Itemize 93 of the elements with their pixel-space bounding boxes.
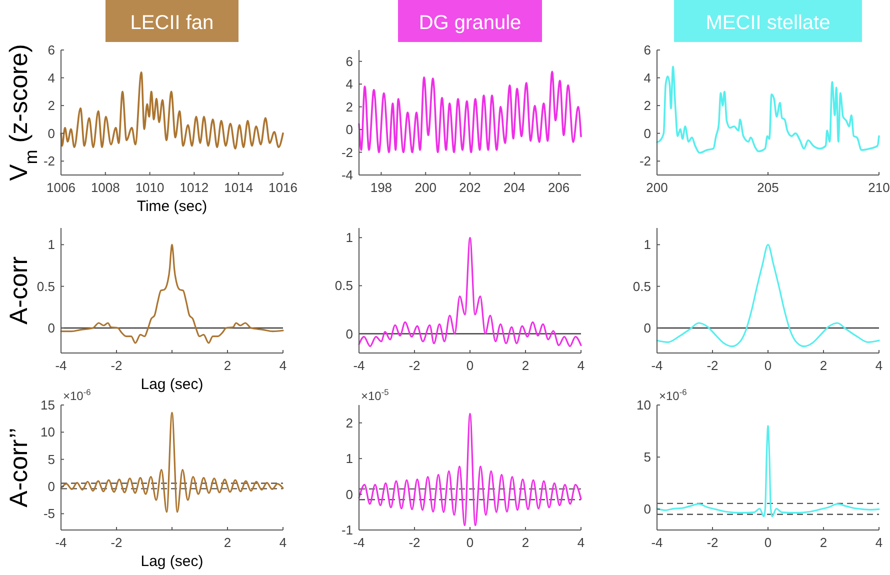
x-tick-label: 1016 <box>268 180 298 195</box>
x-tick-label: 2 <box>522 535 530 550</box>
x-tick-label: 1010 <box>135 180 164 195</box>
y-tick-label: 6 <box>346 54 353 69</box>
y-tick-label: 2 <box>644 98 651 114</box>
x-tick-label: 204 <box>504 180 526 195</box>
x-tick-label: 200 <box>414 180 436 195</box>
chart-title: MECII stellate <box>706 12 830 34</box>
x-tick-label: -2 <box>706 358 718 373</box>
y-tick-label: 6 <box>644 42 651 58</box>
line-series <box>358 412 582 526</box>
x-tick-label: -2 <box>408 535 420 550</box>
x-tick-label: 4 <box>279 535 287 550</box>
text: ×10$^{-6}$ <box>63 387 92 403</box>
x-tick-label: -2 <box>110 535 122 550</box>
y-tick-label: 0 <box>644 502 651 517</box>
y-tick-label: 5 <box>644 450 651 465</box>
y-tick-label: 0 <box>644 126 651 141</box>
line-series <box>60 244 284 344</box>
x-tick-label: 2 <box>224 358 232 373</box>
x-tick-label: 4 <box>279 358 287 373</box>
y-tick-label: 2 <box>48 98 55 114</box>
y-tick-label: 0 <box>644 320 651 336</box>
x-tick-label: 0 <box>466 358 474 373</box>
y-tick-label: 1 <box>644 237 651 252</box>
x-tick-label: 4 <box>875 358 883 373</box>
y-axis-title: A-corr’’ <box>5 428 33 508</box>
y-tick-label: 6 <box>48 42 55 58</box>
line-series <box>60 71 284 150</box>
y-tick-label: 0.5 <box>632 278 651 294</box>
x-tick-label: 2 <box>820 535 828 550</box>
y-tick-label: 10 <box>636 398 651 412</box>
y-tick-label: 4 <box>644 70 651 86</box>
y-tick-label: -4 <box>341 168 353 182</box>
y-tick-label: 0.5 <box>36 278 55 294</box>
y-tick-label: 0 <box>48 320 55 336</box>
line-series <box>358 236 582 348</box>
x-tick-label: 1008 <box>90 180 120 195</box>
x-tick-label: 210 <box>868 180 890 195</box>
y-tick-label: 2 <box>346 99 353 114</box>
text: ×10$^{-6}$ <box>659 387 688 403</box>
y-tick-label: 0 <box>346 326 353 342</box>
text: ×10$^{-5}$ <box>361 387 390 403</box>
x-tick-label: 4 <box>577 358 585 373</box>
x-tick-label: 0 <box>466 535 474 550</box>
x-axis-title: Lag (sec) <box>140 553 204 570</box>
y-tick-label: 15 <box>40 398 55 412</box>
chart-title: DG granule <box>418 12 522 34</box>
y-tick-label: 4 <box>346 76 353 92</box>
y-tick-label: 5 <box>48 452 55 467</box>
x-axis-title: Time (sec) <box>136 198 208 215</box>
line-series <box>656 244 880 348</box>
y-tick-label: 0 <box>48 126 55 141</box>
y-tick-label: 1 <box>48 237 55 252</box>
y-tick-label: -1 <box>341 522 353 538</box>
line-series <box>656 66 880 154</box>
y-tick-label: 0 <box>346 122 353 138</box>
y-tick-label: 1 <box>346 230 353 246</box>
y-axis-title: A-corr <box>5 256 33 325</box>
x-tick-label: 4 <box>577 535 585 550</box>
x-tick-label: 0 <box>764 535 772 550</box>
x-tick-label: 2 <box>820 358 828 373</box>
line-series <box>358 70 582 154</box>
y-tick-label: 4 <box>48 70 55 86</box>
x-tick-label: 205 <box>757 180 779 195</box>
y-tick-label: -2 <box>341 144 353 160</box>
y-tick-label: -2 <box>639 154 651 169</box>
x-tick-label: -2 <box>110 358 122 373</box>
x-tick-label: 4 <box>875 535 883 550</box>
y-tick-label: 0 <box>346 486 353 502</box>
x-tick-label: 200 <box>646 180 668 195</box>
x-tick-label: 1014 <box>224 180 254 195</box>
y-tick-label: -2 <box>43 154 55 169</box>
y-tick-label: 0.5 <box>334 278 353 294</box>
y-tick-label: 2 <box>346 415 353 430</box>
line-series <box>60 412 284 513</box>
x-tick-label: 198 <box>370 180 392 195</box>
x-tick-label: -2 <box>408 358 420 373</box>
y-tick-label: 0 <box>48 479 55 494</box>
chart-title: LECII fan <box>130 12 214 34</box>
x-tick-label: 1006 <box>46 180 76 195</box>
y-tick-label: 10 <box>40 424 55 440</box>
y-tick-label: 1 <box>346 451 353 466</box>
line-series <box>656 425 880 518</box>
x-tick-label: 2 <box>522 358 530 373</box>
x-tick-label: 1012 <box>180 180 209 195</box>
x-tick-label: 0 <box>764 358 772 373</box>
x-tick-label: 202 <box>459 180 481 195</box>
x-axis-title: Lag (sec) <box>140 376 204 393</box>
x-tick-label: -2 <box>706 535 718 550</box>
y-tick-label: -5 <box>43 506 55 522</box>
x-tick-label: 2 <box>224 535 232 550</box>
x-tick-label: 206 <box>548 180 570 195</box>
